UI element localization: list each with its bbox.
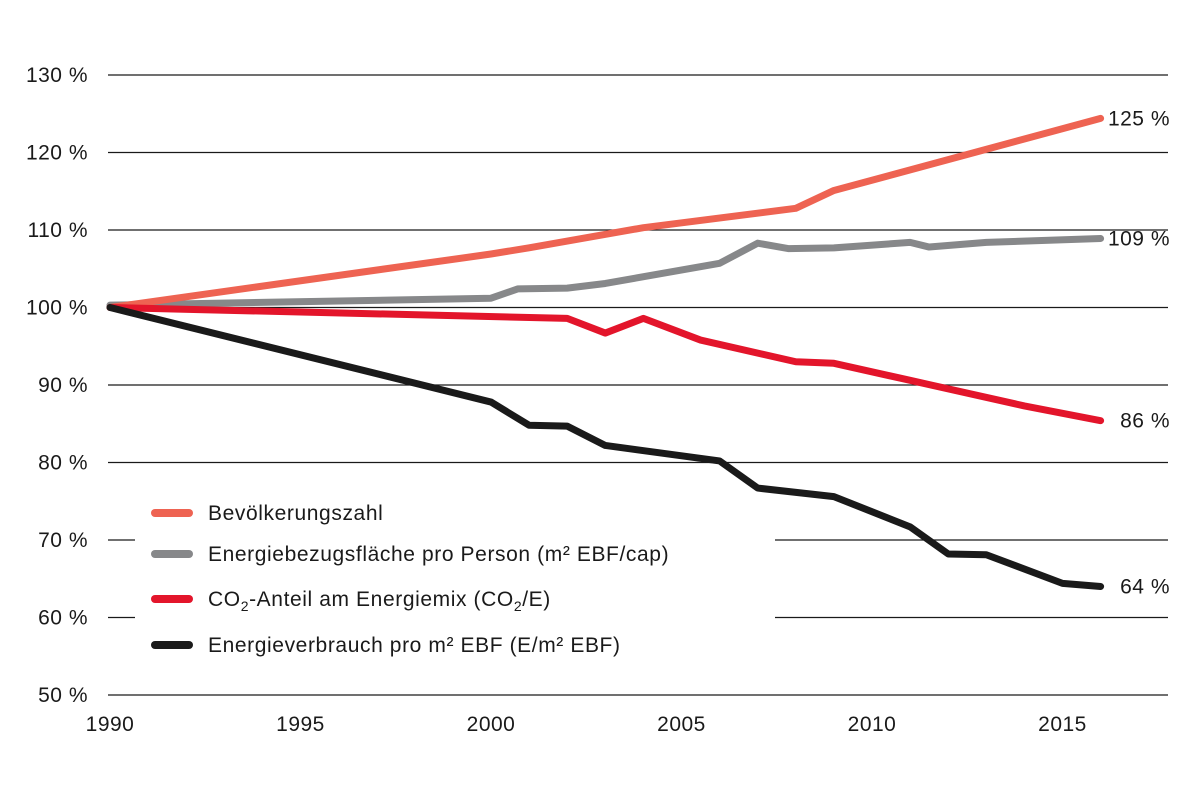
x-tick-label: 2015 bbox=[1038, 713, 1087, 736]
legend-label-part: CO bbox=[208, 588, 241, 611]
y-tick-label: 130 % bbox=[26, 64, 88, 87]
end-value-label: 109 % bbox=[1108, 228, 1170, 251]
y-tick-label: 80 % bbox=[38, 452, 88, 475]
series-lines bbox=[106, 114, 1105, 590]
legend-background bbox=[135, 492, 775, 668]
y-tick-label: 100 % bbox=[26, 297, 88, 320]
legend-label-part: -Anteil am Energiemix (CO bbox=[249, 588, 514, 611]
end-value-label: 86 % bbox=[1120, 410, 1170, 433]
x-tick-label: 1995 bbox=[276, 713, 325, 736]
legend-label: Bevölkerungszahl bbox=[208, 502, 383, 525]
x-tick-label: 2000 bbox=[467, 713, 516, 736]
y-tick-label: 110 % bbox=[28, 219, 89, 242]
y-axis-ticks: 50 % 60 % 70 % 80 % 90 % 100 % 110 % 120 % 130 % bbox=[26, 64, 88, 707]
series-line bbox=[106, 304, 1105, 425]
legend-label: Energieverbrauch pro m² EBF (E/m² EBF) bbox=[208, 634, 621, 657]
y-tick-label: 60 % bbox=[38, 607, 88, 630]
end-value-label: 64 % bbox=[1120, 576, 1170, 599]
series-line bbox=[106, 114, 1105, 311]
legend-label-part: 2 bbox=[241, 598, 249, 614]
end-labels: 125 % 109 % 86 % 64 % bbox=[1108, 107, 1170, 598]
legend-label-part: /E) bbox=[522, 588, 551, 611]
legend-label-part: 2 bbox=[514, 598, 522, 614]
series-line bbox=[106, 235, 1105, 309]
legend-label: CO2-Anteil am Energiemix (CO2/E) bbox=[208, 588, 551, 614]
legend-label: Energiebezugsfläche pro Person (m² EBF/c… bbox=[208, 543, 669, 566]
y-tick-label: 90 % bbox=[38, 374, 88, 397]
end-value-label: 125 % bbox=[1108, 107, 1170, 130]
x-tick-label: 2005 bbox=[657, 713, 706, 736]
y-tick-label: 50 % bbox=[38, 684, 88, 707]
y-tick-label: 120 % bbox=[26, 142, 88, 165]
x-tick-label: 2010 bbox=[848, 713, 897, 736]
x-axis-ticks: 1990 1995 2000 2005 2010 2015 bbox=[86, 713, 1087, 736]
x-tick-label: 1990 bbox=[86, 713, 135, 736]
legend: Bevölkerungszahl Energiebezugsfläche pro … bbox=[151, 502, 669, 657]
series-line bbox=[106, 304, 1105, 590]
y-tick-label: 70 % bbox=[38, 529, 88, 552]
